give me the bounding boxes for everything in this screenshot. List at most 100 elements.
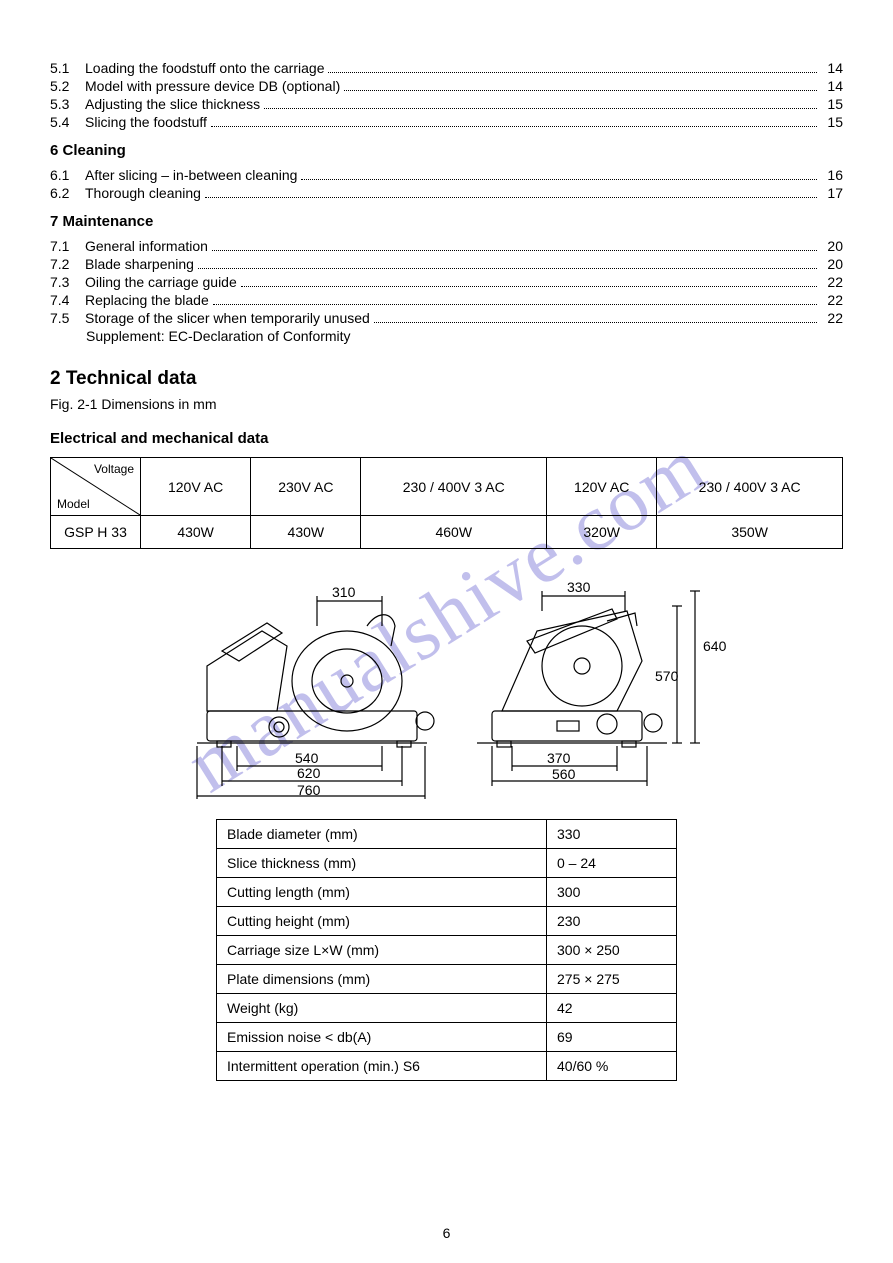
header-model: Model [57, 497, 90, 511]
toc-item: 7.4 Replacing the blade 22 [50, 292, 843, 308]
table-cell: Weight (kg) [217, 994, 547, 1023]
table-row: GSP H 33 430W 430W 460W 320W 350W [51, 516, 843, 549]
toc-page: 17 [821, 185, 843, 201]
table-cell: Carriage size L×W (mm) [217, 936, 547, 965]
toc-num: 7.3 [50, 274, 85, 290]
header-voltage: Voltage [94, 462, 134, 476]
dim-label: 370 [547, 750, 571, 766]
dimension-diagrams: 310 540 620 760 [50, 571, 843, 801]
table-cell: 40/60 % [547, 1052, 677, 1081]
dim-label: 540 [295, 750, 319, 766]
toc-num: 5.4 [50, 114, 85, 130]
motor-table: Voltage Model 120V AC 230V AC 230 / 400V… [50, 457, 843, 549]
toc-page: 22 [821, 310, 843, 326]
table-row: Plate dimensions (mm)275 × 275 [217, 965, 677, 994]
table-header: 120V AC [141, 458, 251, 516]
toc-item: 7.2 Blade sharpening 20 [50, 256, 843, 272]
toc-item: 5.1 Loading the foodstuff onto the carri… [50, 60, 843, 76]
toc-text: Blade sharpening [85, 256, 194, 272]
technical-data-section: 2 Technical data Fig. 2-1 Dimensions in … [50, 368, 843, 1081]
toc-text: After slicing – in-between cleaning [85, 167, 297, 183]
toc-dots [241, 286, 817, 287]
toc-dots [344, 90, 817, 91]
table-row: Cutting height (mm)230 [217, 907, 677, 936]
table-cell: Cutting height (mm) [217, 907, 547, 936]
table-cell: GSP H 33 [51, 516, 141, 549]
toc-text: Loading the foodstuff onto the carriage [85, 60, 324, 76]
toc-item: 6.1 After slicing – in-between cleaning … [50, 167, 843, 183]
toc-section-heading: 7 Maintenance [50, 213, 843, 230]
toc-dots [211, 126, 817, 127]
table-cell: 230 [547, 907, 677, 936]
diagonal-header-cell: Voltage Model [51, 458, 141, 516]
dim-label: 640 [703, 638, 727, 654]
toc-text: Replacing the blade [85, 292, 209, 308]
toc-page: 15 [821, 114, 843, 130]
table-row: Intermittent operation (min.) S640/60 % [217, 1052, 677, 1081]
toc-dots [301, 179, 817, 180]
toc-text: Model with pressure device DB (optional) [85, 78, 340, 94]
toc-page: 22 [821, 292, 843, 308]
toc-dots [205, 197, 817, 198]
dim-label: 570 [655, 668, 679, 684]
toc-text: Thorough cleaning [85, 185, 201, 201]
toc-text: Storage of the slicer when temporarily u… [85, 310, 370, 326]
toc-num: 6.1 [50, 167, 85, 183]
page-number: 6 [0, 1225, 893, 1241]
toc-item: 5.4 Slicing the foodstuff 15 [50, 114, 843, 130]
toc-page: 15 [821, 96, 843, 112]
toc-page: 16 [821, 167, 843, 183]
toc-item: 7.1 General information 20 [50, 238, 843, 254]
table-cell: Cutting length (mm) [217, 878, 547, 907]
dim-label: 560 [552, 766, 576, 782]
table-cell: 275 × 275 [547, 965, 677, 994]
toc-item: 7.5 Storage of the slicer when temporari… [50, 310, 843, 326]
sub-heading: Electrical and mechanical data [50, 430, 843, 447]
table-row: Emission noise < db(A)69 [217, 1023, 677, 1052]
toc-text: General information [85, 238, 208, 254]
toc-dots [264, 108, 817, 109]
dim-label: 310 [332, 584, 356, 600]
table-cell: 430W [251, 516, 361, 549]
toc-item: 6.2 Thorough cleaning 17 [50, 185, 843, 201]
dim-label: 760 [297, 782, 321, 798]
figure-caption: Fig. 2-1 Dimensions in mm [50, 396, 843, 412]
toc-section-heading: 6 Cleaning [50, 142, 843, 159]
table-header: 230 / 400V 3 AC [361, 458, 547, 516]
toc-page: 14 [821, 60, 843, 76]
toc-text: Adjusting the slice thickness [85, 96, 260, 112]
table-cell: 430W [141, 516, 251, 549]
table-cell: 350W [657, 516, 843, 549]
toc-num: 5.3 [50, 96, 85, 112]
table-row: Voltage Model 120V AC 230V AC 230 / 400V… [51, 458, 843, 516]
toc-num: 5.1 [50, 60, 85, 76]
toc-num: 5.2 [50, 78, 85, 94]
toc-item: 5.3 Adjusting the slice thickness 15 [50, 96, 843, 112]
table-row: Cutting length (mm)300 [217, 878, 677, 907]
table-header: 120V AC [547, 458, 657, 516]
page-content: 5.1 Loading the foodstuff onto the carri… [50, 60, 843, 1081]
table-header: 230 / 400V 3 AC [657, 458, 843, 516]
table-cell: Slice thickness (mm) [217, 849, 547, 878]
toc-page: 20 [821, 238, 843, 254]
toc-text: Oiling the carriage guide [85, 274, 237, 290]
toc-num: 6.2 [50, 185, 85, 201]
table-cell: 300 × 250 [547, 936, 677, 965]
table-row: Blade diameter (mm)330 [217, 820, 677, 849]
toc-item: 7.3 Oiling the carriage guide 22 [50, 274, 843, 290]
table-cell: Emission noise < db(A) [217, 1023, 547, 1052]
section-heading: 2 Technical data [50, 368, 843, 390]
table-row: Carriage size L×W (mm)300 × 250 [217, 936, 677, 965]
toc-supplement: Supplement: EC-Declaration of Conformity [86, 328, 843, 344]
specs-table: Blade diameter (mm)330 Slice thickness (… [216, 819, 677, 1081]
toc-dots [213, 304, 817, 305]
table-cell: 300 [547, 878, 677, 907]
table-row: Slice thickness (mm)0 – 24 [217, 849, 677, 878]
toc-num: 7.2 [50, 256, 85, 272]
toc-dots [328, 72, 817, 73]
table-cell: 320W [547, 516, 657, 549]
table-cell: Blade diameter (mm) [217, 820, 547, 849]
toc-page: 14 [821, 78, 843, 94]
dim-label: 620 [297, 765, 321, 781]
dim-label: 330 [567, 579, 591, 595]
